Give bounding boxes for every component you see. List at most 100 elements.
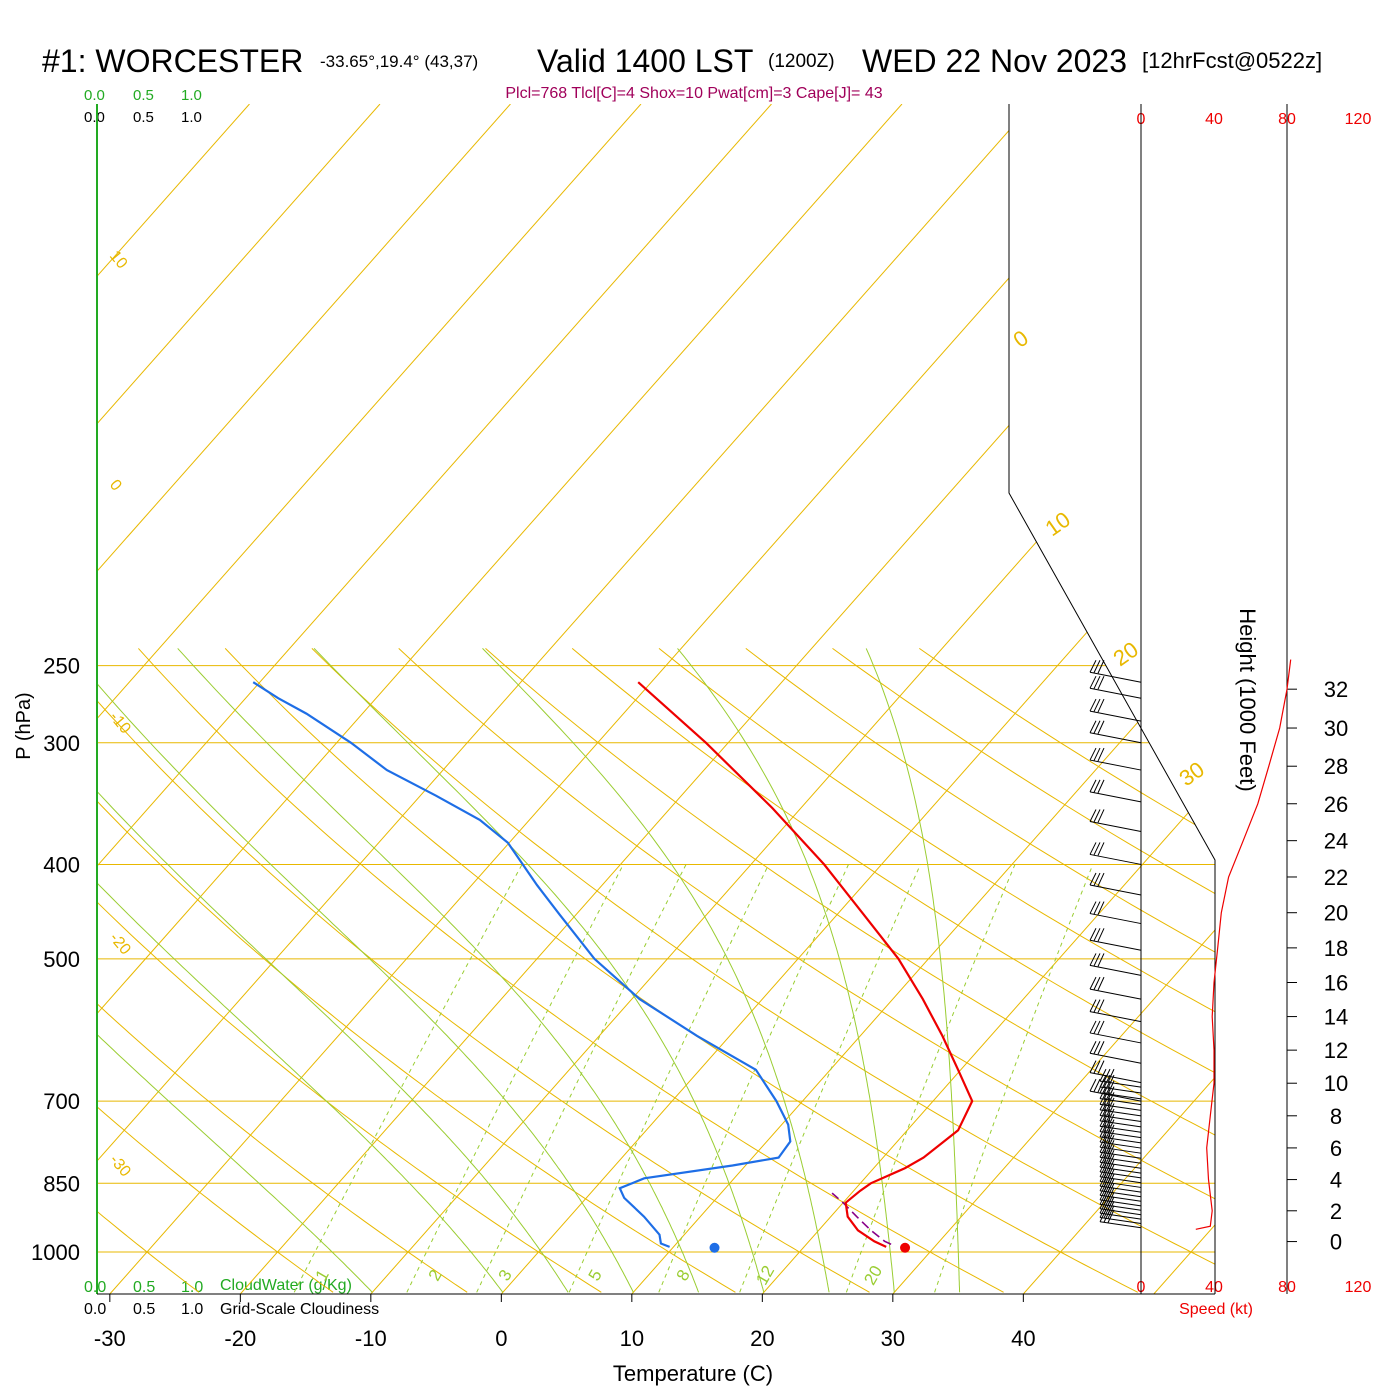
wind-barb-feather (1107, 1164, 1115, 1178)
wind-barb-feather (1097, 720, 1105, 734)
wind-barb-feather (1093, 747, 1101, 761)
dry-adiabat-line (658, 648, 1215, 1293)
valid-time: Valid 1400 LST (537, 43, 753, 79)
wind-barb-staff (1099, 1136, 1142, 1144)
wind-barb-staff (1089, 671, 1142, 683)
wind-barb-feather (1089, 660, 1097, 673)
wind-barb-staff (1089, 1032, 1142, 1044)
cloudiness-tick: 0.0 (84, 109, 105, 126)
wind-barb-staff (1089, 687, 1142, 699)
wind-barb-staff (1089, 759, 1142, 771)
wind-barb-feather (1107, 1187, 1115, 1202)
wind-barb-feather (1097, 999, 1105, 1013)
wind-barb-feather (1103, 1145, 1111, 1158)
isotherm-line (1022, 104, 1215, 1294)
isotherm-label: 10 (106, 248, 131, 273)
wind-panel (1089, 659, 1292, 1230)
cloudiness-tick: 0.5 (133, 1301, 155, 1318)
wind-barb-feather (1099, 1097, 1107, 1111)
wind-barb-staff (1099, 1171, 1142, 1179)
wind-barb-feather (1089, 953, 1097, 966)
x-tick-label: 40 (1011, 1326, 1035, 1351)
dry-adiabat-line (97, 648, 870, 1293)
wind-barb-feather (1093, 675, 1101, 689)
wind-barb-feather (1107, 1159, 1115, 1174)
wind-barb-feather (1107, 1140, 1115, 1154)
moist-adiabat-line (97, 648, 373, 1293)
cloudiness-scale-bottom: 0.0 0.5 1.0 Grid-Scale Cloudiness (84, 1301, 379, 1318)
wind-barb-feather (1107, 1145, 1115, 1159)
wind-barb-feather (1093, 1060, 1101, 1074)
wind-barb-feather (1099, 1159, 1107, 1173)
speed-tick: 120 (1345, 111, 1372, 128)
isotherm-line (500, 104, 1215, 1294)
cloudwater-label: CloudWater (g/Kg) (220, 1277, 352, 1294)
wind-barb-feather (1103, 1124, 1111, 1138)
wind-barb-feather (1107, 1134, 1115, 1149)
wind-barb-feather (1107, 1169, 1115, 1183)
plot-frame-right (1008, 104, 1216, 1294)
x-tick-label: -10 (355, 1326, 387, 1351)
wind-barb-feather (1099, 1086, 1107, 1099)
cloudwater-tick: 0.5 (133, 87, 154, 104)
isotherm-line (370, 104, 1215, 1294)
wind-barb-staff (1089, 710, 1142, 722)
wind-barb-feather (1089, 872, 1097, 886)
isotherm-line (892, 104, 1215, 1294)
pressure-tick-label: 400 (43, 852, 80, 877)
wind-barb-feather (1089, 1078, 1097, 1092)
wind-barb-feather (1097, 1041, 1105, 1055)
utc-time: (1200Z) (768, 51, 835, 72)
speed-tick: 40 (1205, 1279, 1223, 1296)
height-axis-title: Height (1000 Feet) (1235, 608, 1260, 791)
wind-barb-feather (1093, 872, 1101, 886)
wind-barb-feather (1089, 999, 1097, 1012)
pressure-tick-label: 1000 (31, 1240, 80, 1265)
cloudiness-scale-top: 0.0 0.5 1.0 (84, 109, 202, 126)
moist-adiabat-line (482, 648, 830, 1293)
isotherm-label: -30 (106, 1152, 134, 1181)
wind-barb-feather (1097, 747, 1105, 762)
wind-barb-feather (1107, 1173, 1115, 1188)
wind-barb-staff (1099, 1216, 1142, 1224)
cloudiness-tick: 1.0 (181, 109, 202, 126)
wind-barb-feather (1107, 1068, 1115, 1083)
mixing-ratio-line (934, 864, 1094, 1293)
height-tick-label: 22 (1324, 865, 1348, 890)
wind-barb-feather (1093, 779, 1101, 793)
wind-barb-feather (1093, 999, 1101, 1013)
height-tick-label: 12 (1324, 1038, 1348, 1063)
moist-adiabat-line (865, 648, 961, 1293)
wind-barb-feather (1107, 1205, 1115, 1219)
height-tick-label: 4 (1330, 1168, 1342, 1193)
mixing-ratio-line (568, 864, 770, 1293)
pressure-tick-label: 500 (43, 947, 80, 972)
wind-barb-staff (1099, 1151, 1142, 1159)
wind-barb-feather (1107, 1103, 1115, 1117)
background-lines (97, 104, 1215, 1294)
wind-barb-feather (1103, 1129, 1111, 1143)
station-title: #1: WORCESTER (42, 43, 303, 79)
wind-barb-feather (1093, 1041, 1101, 1054)
dewpoint-profile-line (252, 681, 792, 1248)
wind-speed-line (1195, 659, 1292, 1230)
wind-barb-staff (1089, 853, 1142, 865)
moist-adiabat-line (97, 648, 569, 1293)
wind-barb-feather (1097, 809, 1105, 823)
height-tick-label: 8 (1330, 1104, 1342, 1129)
pressure-tick-label: 850 (43, 1171, 80, 1196)
wind-barb-staff (1099, 1103, 1142, 1111)
speed-tick: 40 (1205, 111, 1223, 128)
speed-label: Speed (kt) (1179, 1301, 1253, 1318)
wind-barb-feather (1097, 928, 1105, 942)
wind-barb-feather (1089, 901, 1097, 914)
wind-barb-staff (1099, 1156, 1142, 1164)
wind-barb-feather (1107, 1183, 1115, 1197)
mixing-ratio-label: 8 (673, 1266, 694, 1284)
sounding-profiles (252, 681, 974, 1253)
wind-barb-feather (1103, 1080, 1111, 1094)
wind-barb-feather (1103, 1074, 1111, 1088)
height-tick-label: 30 (1324, 716, 1348, 741)
speed-tick: 120 (1345, 1279, 1372, 1296)
mixing-ratio-line (739, 864, 921, 1293)
